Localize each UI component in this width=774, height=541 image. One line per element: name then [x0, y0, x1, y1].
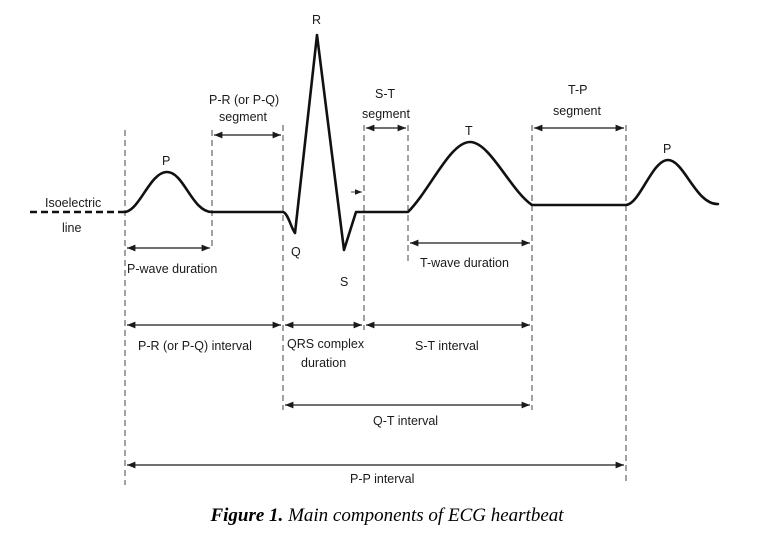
caption-figure-number: Figure 1. [210, 505, 284, 526]
figure-caption: Figure 1. Main components of ECG heartbe… [0, 505, 774, 527]
label-qrs-duration-2: duration [301, 356, 346, 370]
label-qrs-duration: QRS complex [287, 337, 365, 351]
measurement-arrows [127, 124, 624, 469]
label-p-wave-duration: P-wave duration [127, 262, 217, 276]
label-tp-segment: T-P [568, 83, 587, 97]
label-s: S [340, 275, 348, 289]
label-tp-segment-2: segment [553, 104, 601, 118]
label-st-segment: S-T [375, 87, 396, 101]
ecg-waveform [123, 33, 720, 252]
label-t-wave-duration: T-wave duration [420, 256, 509, 270]
label-t: T [465, 124, 473, 138]
label-r: R [312, 13, 321, 27]
label-qt-interval: Q-T interval [373, 414, 438, 428]
guide-lines [124, 125, 627, 485]
label-pp-interval: P-P interval [350, 472, 414, 486]
label-pr-segment-2: segment [219, 110, 267, 124]
label-pr-segment: P-R (or P-Q) [209, 93, 279, 107]
label-p1: P [162, 154, 170, 168]
caption-text: Main components of ECG heartbeat [283, 505, 564, 526]
label-st-interval: S-T interval [415, 339, 479, 353]
label-isoelectric-line: line [62, 221, 82, 235]
label-p2: P [663, 142, 671, 156]
label-q: Q [291, 245, 301, 259]
label-st-segment-2: segment [362, 107, 410, 121]
label-isoelectric: Isoelectric [45, 196, 101, 210]
label-pr-interval: P-R (or P-Q) interval [138, 339, 252, 353]
